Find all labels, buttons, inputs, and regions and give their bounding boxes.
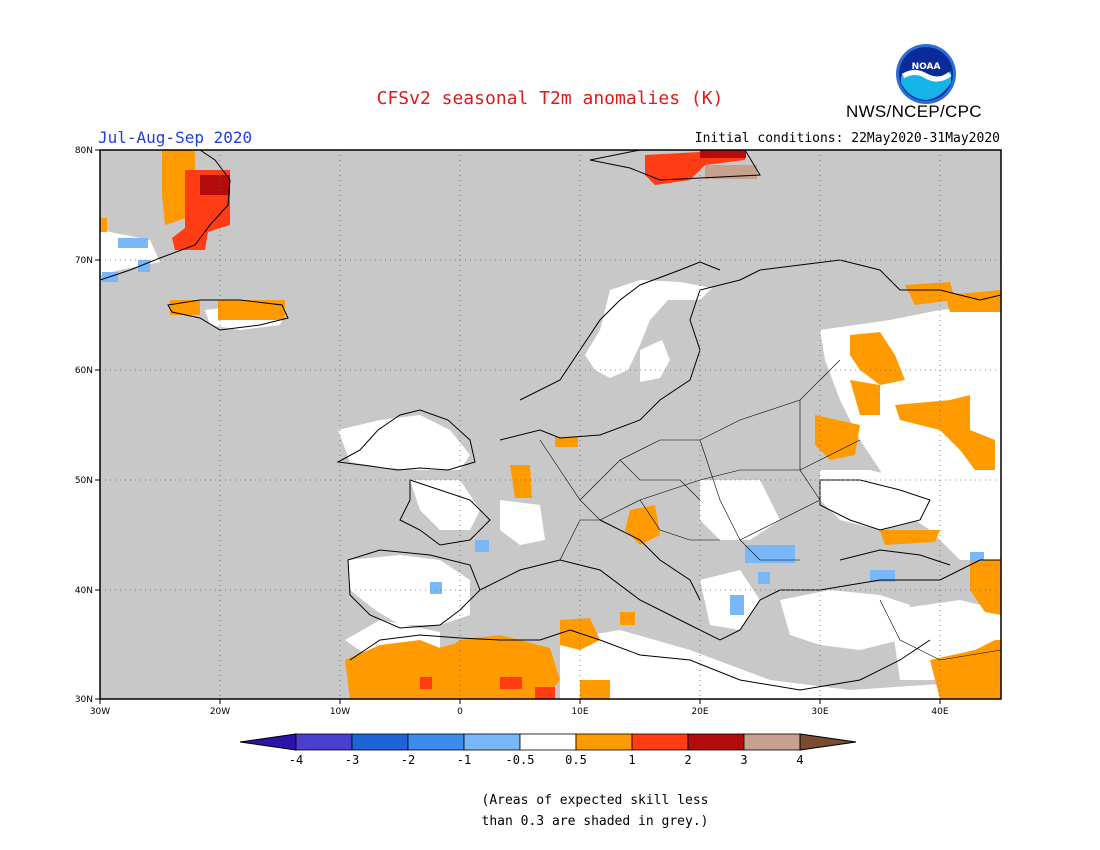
legend-swatch xyxy=(631,733,689,751)
forecast-period: Jul-Aug-Sep 2020 xyxy=(98,128,253,147)
noaa-logo-text: NOAA xyxy=(912,62,941,72)
legend-arrow-low xyxy=(239,733,297,751)
map-frame xyxy=(99,149,1002,700)
legend-label: -2 xyxy=(401,753,415,767)
lon-label: 40E xyxy=(931,707,948,717)
lon-label: 10W xyxy=(330,707,350,717)
lat-label: 60N xyxy=(75,366,93,376)
cool-anomaly-areas xyxy=(102,238,984,615)
lat-label: 50N xyxy=(75,476,93,486)
legend-label: 4 xyxy=(796,753,803,767)
country-borders xyxy=(539,359,1001,661)
legend-label: 1 xyxy=(628,753,635,767)
legend-arrow-high xyxy=(799,733,857,751)
legend-swatch xyxy=(575,733,633,751)
legend-swatch xyxy=(295,733,353,751)
legend-swatch xyxy=(463,733,521,751)
skill-note-line2: than 0.3 are shaded in grey.) xyxy=(481,814,709,829)
legend-swatch xyxy=(743,733,801,751)
lon-label: 30W xyxy=(90,707,110,717)
skill-note: (Areas of expected skill less than 0.3 a… xyxy=(0,790,1100,832)
skill-note-line1: (Areas of expected skill less xyxy=(481,793,709,808)
very-warm-anomaly-areas xyxy=(200,150,746,195)
lon-label: 10E xyxy=(571,707,588,717)
axis-ticks xyxy=(95,149,941,704)
coastlines xyxy=(100,150,1001,691)
legend-label: -3 xyxy=(345,753,359,767)
legend-label: -4 xyxy=(289,753,303,767)
lon-label: 20E xyxy=(691,707,708,717)
agency-label: NWS/NCEP/CPC xyxy=(846,102,982,121)
legend-swatch xyxy=(407,733,465,751)
lat-label: 30N xyxy=(75,695,93,705)
lat-lon-grid xyxy=(100,150,1001,699)
initial-conditions: Initial conditions: 22May2020-31May2020 xyxy=(694,131,1000,146)
color-bar-legend: -4 -3 -2 -1 -0.5 0.5 1 2 3 4 xyxy=(239,733,857,767)
legend-swatch xyxy=(687,733,745,751)
warm-anomaly-areas xyxy=(100,150,1001,699)
legend-label: 0.5 xyxy=(565,753,587,767)
lon-label: 30E xyxy=(811,707,828,717)
legend-swatch xyxy=(519,733,577,751)
legend-label: -0.5 xyxy=(506,753,535,767)
lat-label: 40N xyxy=(75,586,93,596)
legend-swatch xyxy=(351,733,409,751)
chart-title: CFSv2 seasonal T2m anomalies (K) xyxy=(376,88,724,109)
lon-label: 20W xyxy=(210,707,230,717)
noaa-logo-icon: NOAA xyxy=(896,44,956,104)
lat-label: 70N xyxy=(75,256,93,266)
legend-label: 2 xyxy=(684,753,691,767)
legend-label: 3 xyxy=(740,753,747,767)
legend-label: -1 xyxy=(457,753,471,767)
lon-label: 0 xyxy=(457,707,463,717)
lat-label: 80N xyxy=(75,146,93,156)
